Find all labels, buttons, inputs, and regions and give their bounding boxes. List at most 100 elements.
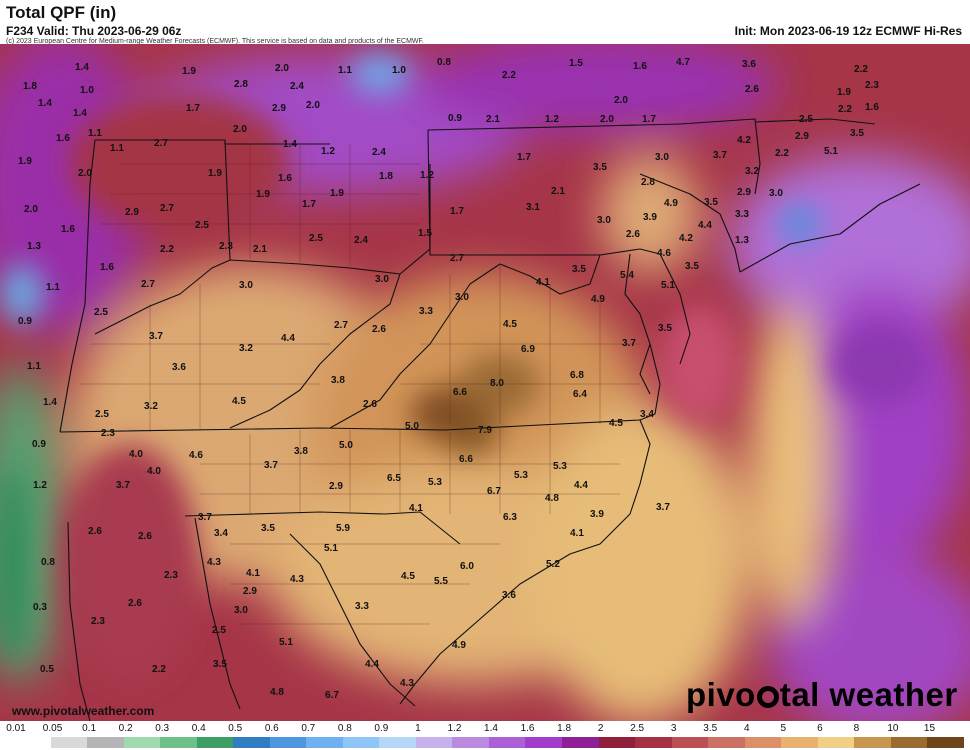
website-label: www.pivotalweather.com — [12, 704, 155, 718]
qpf-value-label: 1.0 — [392, 65, 406, 76]
precip-field — [0, 44, 970, 721]
qpf-value-label: 2.3 — [164, 570, 178, 581]
qpf-value-label: 3.1 — [526, 202, 540, 213]
legend-swatch — [671, 737, 709, 748]
legend-swatch — [708, 737, 745, 748]
qpf-value-label: 3.2 — [239, 343, 253, 354]
qpf-value-label: 1.1 — [46, 282, 60, 293]
legend-tick-label: 0.5 — [228, 723, 243, 734]
qpf-value-label: 5.3 — [553, 461, 567, 472]
qpf-value-label: 3.6 — [502, 590, 516, 601]
qpf-value-label: 3.4 — [640, 409, 654, 420]
legend-tick-label: 0.05 — [42, 723, 63, 734]
qpf-value-label: 3.5 — [685, 261, 699, 272]
map-canvas: 1.4 1.9 2.0 1.1 1.00.82.21.5 1.6 4.7 3.6 2.21.8 1… — [0, 44, 970, 721]
qpf-value-label: 4.2 — [679, 233, 693, 244]
qpf-value-label: 1.7 — [642, 114, 656, 125]
brand-logo: pivo tal weather — [686, 676, 958, 713]
qpf-value-label: 4.2 — [737, 135, 751, 146]
qpf-value-label: 1.5 — [569, 58, 583, 69]
qpf-value-label: 4.8 — [270, 687, 284, 698]
qpf-value-label: 4.0 — [147, 466, 161, 477]
legend-tick-label: 0.8 — [337, 723, 352, 734]
qpf-value-label: 2.1 — [253, 244, 267, 255]
qpf-value-label: 0.9 — [32, 439, 46, 450]
qpf-value-label: 3.7 — [198, 512, 212, 523]
qpf-value-label: 6.6 — [453, 387, 467, 398]
color-legend: 0.01 0.05 0.1 0.2 0.3 0.4 0.5 0.6 0.7 0.8 0.9 1 1.2 1… — [0, 722, 970, 750]
qpf-value-label: 4.5 — [609, 418, 623, 429]
init-time: Init: Mon 2023-06-19 12z ECMWF Hi-Res — [734, 24, 962, 38]
qpf-value-label: 1.9 — [256, 189, 270, 200]
qpf-value-label: 2.0 — [306, 100, 320, 111]
legend-tick-label: 3.5 — [703, 723, 718, 734]
qpf-value-label: 4.9 — [452, 640, 466, 651]
qpf-value-label: 6.4 — [573, 389, 587, 400]
qpf-value-label: 2.5 — [799, 114, 813, 125]
qpf-value-label: 1.7 — [186, 103, 200, 114]
qpf-value-label: 2.0 — [233, 124, 247, 135]
legend-tick-label: 0.4 — [191, 723, 206, 734]
qpf-value-label: 1.2 — [545, 114, 559, 125]
qpf-value-label: 4.3 — [207, 557, 221, 568]
qpf-value-label: 2.6 — [138, 531, 152, 542]
qpf-value-label: 1.4 — [73, 108, 87, 119]
qpf-value-label: 2.3 — [101, 428, 115, 439]
qpf-value-label: 3.0 — [455, 292, 469, 303]
qpf-value-label: 5.3 — [428, 477, 442, 488]
legend-swatch — [525, 737, 562, 748]
qpf-value-label: 1.4 — [38, 98, 52, 109]
qpf-value-label: 2.6 — [128, 598, 142, 609]
qpf-value-label: 3.0 — [597, 215, 611, 226]
legend-swatch — [50, 737, 88, 748]
qpf-value-label: 2.5 — [94, 307, 108, 318]
qpf-value-label: 3.7 — [656, 502, 670, 513]
qpf-value-label: 2.6 — [745, 84, 759, 95]
qpf-value-label: 4.5 — [503, 319, 517, 330]
qpf-value-label: 2.4 — [372, 147, 386, 158]
legend-tick-label: 10 — [887, 723, 899, 734]
qpf-value-label: 2.0 — [275, 63, 289, 74]
qpf-value-label: 1.1 — [88, 128, 102, 139]
qpf-value-label: 3.5 — [213, 659, 227, 670]
qpf-value-label: 1.2 — [420, 170, 434, 181]
qpf-value-label: 2.7 — [450, 253, 464, 264]
legend-tick-label: 0.1 — [82, 723, 97, 734]
qpf-value-label: 1.4 — [75, 62, 89, 73]
qpf-value-label: 1.9 — [182, 66, 196, 77]
qpf-value-label: 2.7 — [334, 320, 348, 331]
qpf-value-label: 3.0 — [239, 280, 253, 291]
qpf-value-label: 3.4 — [214, 528, 228, 539]
legend-swatch — [196, 737, 234, 748]
qpf-value-label: 3.2 — [144, 401, 158, 412]
legend-swatch — [598, 737, 636, 748]
qpf-value-label: 1.9 — [330, 188, 344, 199]
legend-tick-label: 3 — [670, 723, 677, 734]
qpf-value-label: 3.5 — [572, 264, 586, 275]
qpf-value-label: 6.7 — [487, 486, 501, 497]
qpf-value-label: 3.8 — [331, 375, 345, 386]
qpf-value-label: 4.6 — [189, 450, 203, 461]
qpf-value-label: 1.3 — [27, 241, 41, 252]
qpf-map[interactable]: 1.4 1.9 2.0 1.1 1.0 0.8 2.2 1.5 1.6 4.7 3.6 2.2 1.8 1… — [0, 44, 970, 721]
qpf-value-label: 2.6 — [372, 324, 386, 335]
qpf-value-label: 4.5 — [401, 571, 415, 582]
qpf-value-label: 3.5 — [261, 523, 275, 534]
legend-tick-label: 5 — [780, 723, 787, 734]
qpf-value-label: 1.9 — [837, 87, 851, 98]
legend-swatch — [379, 737, 416, 748]
legend-swatch — [14, 737, 51, 748]
qpf-value-label: 2.1 — [551, 186, 565, 197]
qpf-value-label: 6.9 — [521, 344, 535, 355]
qpf-value-label: 3.2 — [745, 166, 759, 177]
legend-swatch — [744, 737, 782, 748]
qpf-value-label: 5.1 — [279, 637, 293, 648]
county-lines — [80, 144, 640, 625]
value-labels: 1.4 1.9 2.0 1.1 1.00.82.21.5 1.6 4.7 3.6 2.21.8 1… — [18, 57, 879, 701]
legend-swatch — [123, 737, 161, 748]
qpf-value-label: 4.6 — [657, 248, 671, 259]
qpf-value-label: 3.5 — [593, 162, 607, 173]
qpf-value-label: 1.8 — [379, 171, 393, 182]
qpf-value-label: 1.6 — [865, 102, 879, 113]
qpf-value-label: 2.9 — [272, 103, 286, 114]
